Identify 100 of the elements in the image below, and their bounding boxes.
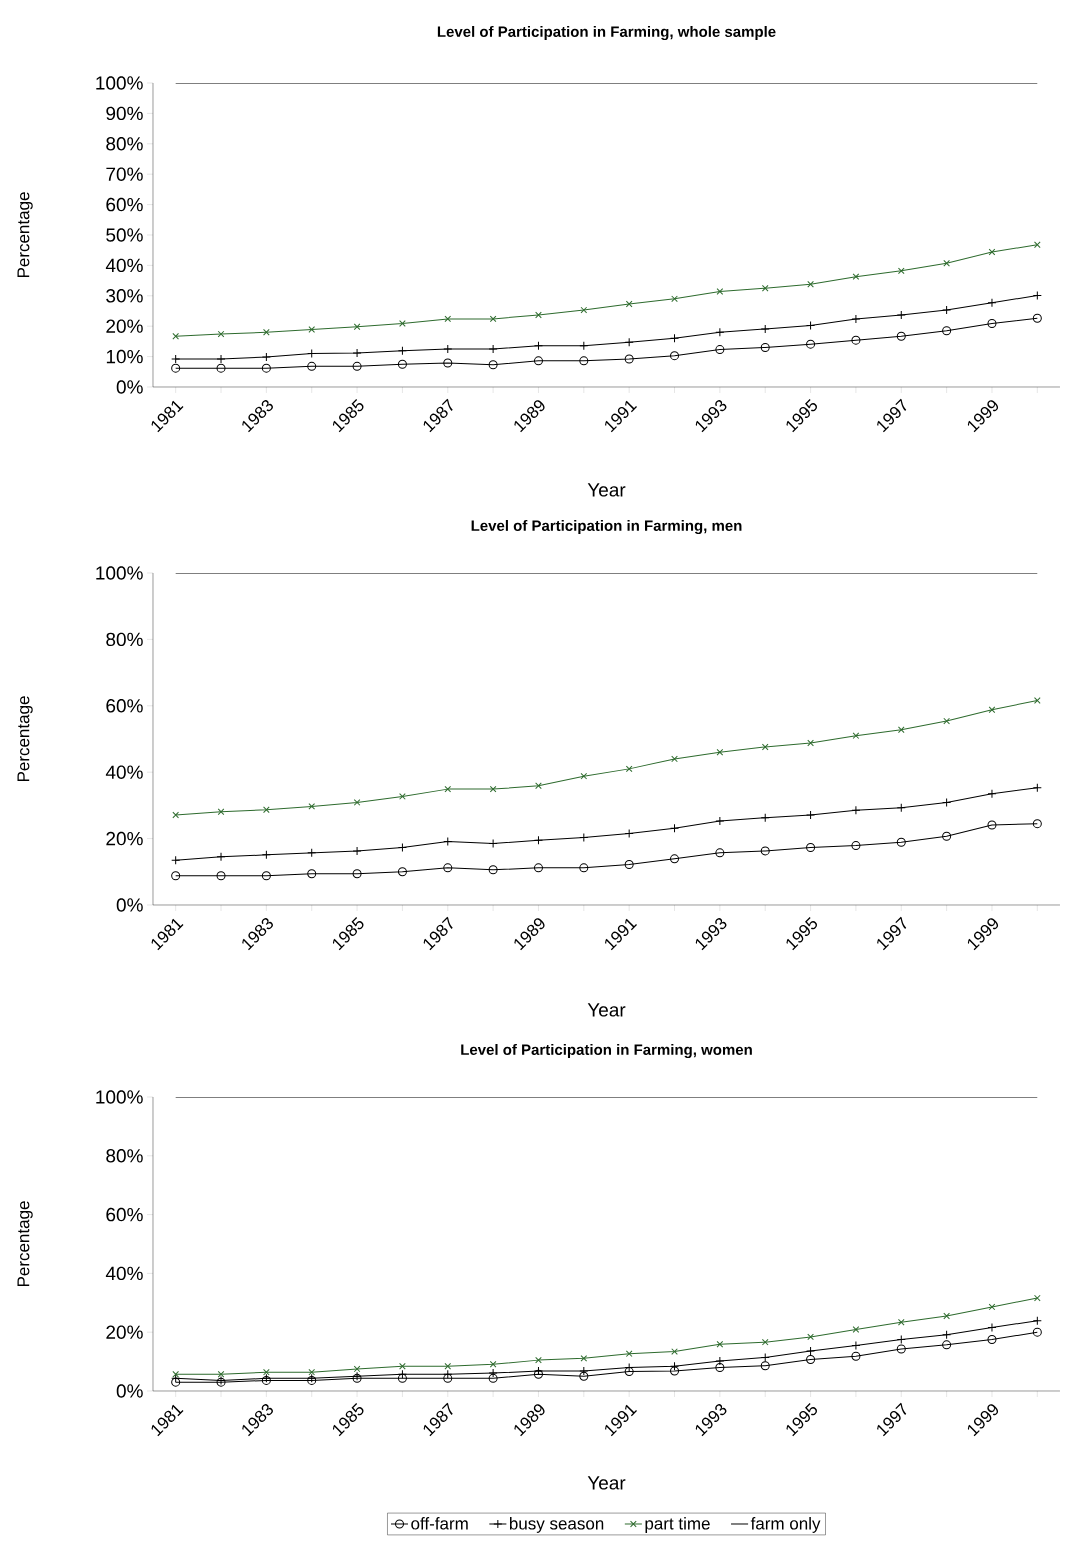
y-tick-label: 80% (106, 632, 143, 647)
legend-label: farm only (750, 1517, 821, 1533)
point (806, 843, 816, 853)
point (897, 1318, 905, 1326)
point (988, 706, 996, 714)
point (807, 280, 814, 288)
point (308, 326, 316, 333)
point (987, 1335, 997, 1345)
point (716, 748, 724, 756)
y-tick-label: 60% (106, 1207, 143, 1222)
point (352, 846, 362, 856)
point (896, 1344, 906, 1354)
point (851, 1351, 861, 1361)
y-tick-label: 100% (96, 76, 143, 90)
point (716, 1340, 724, 1348)
point (216, 852, 226, 862)
point (489, 1360, 497, 1368)
point (942, 1330, 952, 1340)
point (443, 1369, 453, 1379)
point (852, 273, 860, 280)
point (263, 1368, 270, 1376)
point (806, 1355, 816, 1365)
y-tick-label: 60% (106, 699, 143, 713)
point (580, 1355, 588, 1362)
point (624, 337, 634, 347)
point (760, 342, 770, 352)
point (171, 363, 181, 373)
point (352, 361, 362, 371)
point (535, 311, 542, 319)
point (1033, 1294, 1041, 1302)
point (171, 855, 181, 865)
point (171, 1377, 181, 1387)
y-axis-title: Percentage (17, 192, 33, 278)
point (942, 831, 952, 841)
point (670, 351, 680, 361)
point (216, 871, 226, 881)
point (397, 359, 407, 369)
point (943, 717, 950, 725)
point (896, 331, 906, 341)
point (580, 772, 588, 780)
point (533, 863, 543, 873)
point (896, 310, 906, 320)
point (488, 344, 498, 354)
point (352, 348, 362, 358)
y-tick-label: 0% (116, 380, 143, 394)
point (353, 323, 361, 331)
y-axis-title: Percentage (17, 696, 33, 782)
legend-label: off-farm (411, 1517, 468, 1530)
point (806, 339, 816, 349)
point (172, 811, 179, 819)
x-axis-title: Year (587, 483, 626, 497)
point (897, 267, 905, 275)
point (352, 869, 362, 879)
point (307, 869, 317, 879)
point (942, 1340, 952, 1350)
point (896, 803, 906, 813)
y-tick-label: 10% (106, 349, 143, 364)
point (671, 1348, 678, 1355)
y-tick-label: 50% (106, 228, 143, 242)
point (987, 318, 997, 328)
point (397, 1373, 407, 1383)
y-tick-label: 20% (106, 319, 143, 333)
point (353, 1365, 361, 1373)
point (671, 755, 678, 763)
y-tick-label: 100% (96, 566, 143, 580)
y-tick-label: 0% (116, 898, 143, 912)
point (263, 806, 270, 814)
chart-title: Level of Participation in Farming, women (461, 1043, 752, 1059)
point (444, 785, 452, 793)
point (307, 361, 317, 371)
y-tick-label: 80% (106, 1149, 143, 1163)
point (1032, 783, 1042, 793)
point (1033, 697, 1041, 704)
point (399, 1362, 406, 1370)
x-axis-title: Year (587, 1476, 626, 1490)
point (807, 739, 814, 747)
point (489, 315, 497, 323)
point (760, 813, 770, 823)
point (488, 1373, 498, 1383)
point (172, 332, 179, 340)
point (987, 298, 997, 308)
point (397, 1369, 407, 1379)
point (488, 865, 498, 875)
point (216, 363, 226, 373)
point (444, 315, 452, 323)
point (943, 259, 950, 267)
y-tick-label: 80% (106, 137, 143, 151)
point (670, 1366, 680, 1376)
point (1032, 819, 1042, 829)
point (443, 863, 453, 873)
point (715, 848, 725, 858)
point (625, 300, 633, 308)
point (624, 859, 634, 869)
point (535, 782, 542, 790)
point (397, 346, 407, 356)
point (353, 799, 361, 806)
point (489, 785, 497, 793)
point (171, 871, 181, 881)
point (261, 850, 271, 860)
point (671, 295, 678, 303)
